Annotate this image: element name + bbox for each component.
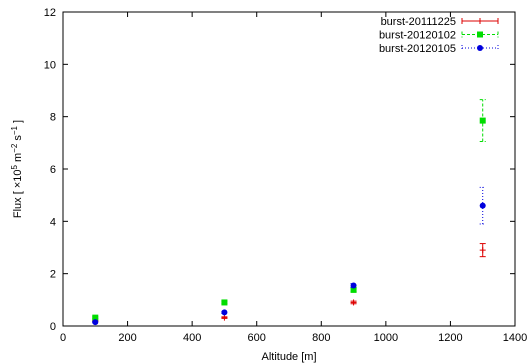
y-tick-label: 4 xyxy=(50,216,56,228)
square-marker xyxy=(479,117,486,124)
y-axis-label-part: s xyxy=(12,135,24,144)
y-axis-label-part: Flux [ ×10 xyxy=(12,170,24,219)
y-axis-label: Flux [ ×105 m−2 s−1 ] xyxy=(10,120,24,218)
x-axis-label: Altitude [m] xyxy=(261,351,316,363)
x-tick-label: 200 xyxy=(118,332,136,344)
legend-item: burst-20120105 xyxy=(379,43,499,55)
legend-item: burst-20111225 xyxy=(381,16,499,28)
axis-ticks: 0 200 400 600 800 1000 1200 1400 0 2 4 6 8 10 12 xyxy=(44,7,527,344)
x-tick-label: 600 xyxy=(248,332,266,344)
circle-marker xyxy=(479,202,486,209)
series-group xyxy=(92,99,486,326)
y-axis-label-exponent: 5 xyxy=(10,165,19,170)
plus-marker xyxy=(221,314,228,321)
x-tick-label: 400 xyxy=(183,332,201,344)
x-tick-label: 1400 xyxy=(503,332,527,344)
legend: burst-20111225 burst-20120102burst-201201… xyxy=(379,16,499,55)
x-tick-label: 1000 xyxy=(374,332,398,344)
circle-marker xyxy=(477,45,483,51)
legend-item: burst-20120102 xyxy=(379,30,499,42)
plot-frame xyxy=(62,11,516,327)
series-2 xyxy=(92,186,486,326)
y-axis-label-exponent: −1 xyxy=(10,125,19,135)
plus-marker xyxy=(350,299,357,306)
legend-label: burst-20120102 xyxy=(379,30,456,42)
square-marker xyxy=(92,314,99,321)
plus-marker xyxy=(477,18,483,24)
y-tick-label: 12 xyxy=(44,7,56,19)
y-axis-label-part: ] xyxy=(12,120,24,126)
series-1 xyxy=(92,99,486,321)
series-0 xyxy=(92,243,486,324)
y-tick-label: 8 xyxy=(50,112,56,124)
x-tick-label: 800 xyxy=(312,332,330,344)
y-axis-label-part: m xyxy=(12,153,24,165)
x-tick-label: 1200 xyxy=(438,332,462,344)
circle-marker xyxy=(221,309,228,316)
y-tick-label: 6 xyxy=(50,164,56,176)
square-marker xyxy=(350,286,357,293)
plus-marker xyxy=(479,247,486,254)
circle-marker xyxy=(92,319,99,326)
y-tick-label: 2 xyxy=(50,269,56,281)
square-marker xyxy=(221,299,228,306)
circle-marker xyxy=(350,282,357,289)
y-tick-label: 10 xyxy=(44,59,56,71)
y-tick-label: 0 xyxy=(50,321,56,333)
legend-label: burst-20120105 xyxy=(379,43,456,55)
square-marker xyxy=(477,31,483,38)
x-tick-label: 0 xyxy=(60,332,66,344)
legend-label: burst-20111225 xyxy=(381,16,456,28)
y-axis-label-exponent: −2 xyxy=(10,143,19,153)
